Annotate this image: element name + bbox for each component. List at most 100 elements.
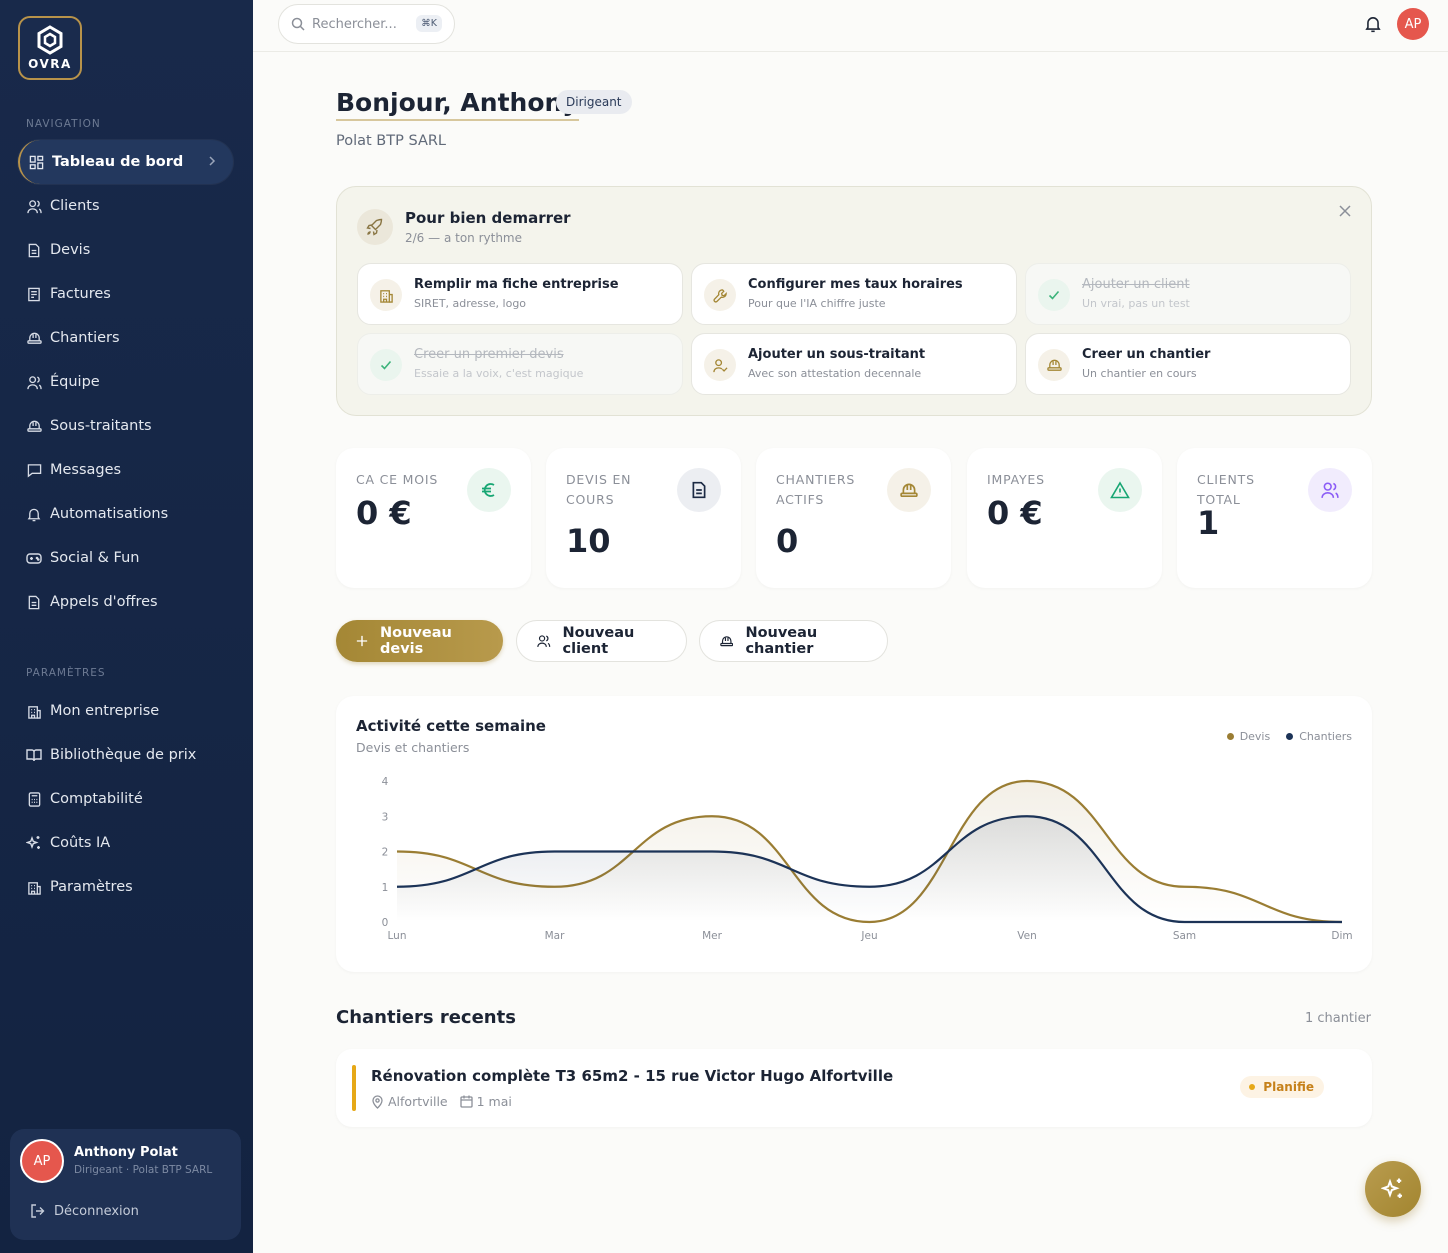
sidebar-item-social[interactable]: Social & Fun: [18, 536, 233, 580]
x-tick-label: Mer: [702, 930, 723, 942]
new-client-label: Nouveau client: [562, 625, 635, 657]
sidebar-item-messages[interactable]: Messages: [18, 448, 233, 492]
book-icon: [26, 747, 42, 763]
hardhat-icon: [26, 330, 42, 346]
sidebar-item-parametres[interactable]: Paramètres: [18, 865, 233, 909]
x-tick-label: Ven: [1017, 930, 1036, 942]
new-quote-label: Nouveau devis: [380, 625, 452, 657]
chat-icon: [26, 462, 42, 478]
new-quote-button[interactable]: Nouveau devis: [336, 620, 503, 662]
onboarding-task[interactable]: Ajouter un sous-traitant Avec son attest…: [691, 333, 1017, 395]
ovra-logo-icon: [37, 25, 63, 55]
onboarding-task[interactable]: Configurer mes taux horaires Pour que l'…: [691, 263, 1017, 325]
user-role: Dirigeant · Polat BTP SARL: [74, 1164, 213, 1176]
kpi-label: IMPAYES: [987, 472, 1045, 487]
kpi-value: 10: [566, 522, 611, 560]
task-title: Ajouter un client: [1082, 277, 1190, 292]
sidebar-item-equipe[interactable]: Équipe: [18, 360, 233, 404]
sidebar-item-label: Tableau de bord: [52, 154, 184, 170]
series-area-chantiers: [397, 816, 1342, 922]
chart-title: Activité cette semaine: [356, 717, 546, 735]
building-icon: [26, 703, 42, 719]
hardhat-icon: [720, 636, 734, 647]
y-tick-label: 1: [382, 882, 389, 894]
users-icon: [1308, 468, 1352, 512]
sidebar-item-label: Chantiers: [50, 330, 120, 346]
kpi-label: CA CE MOIS: [356, 472, 439, 487]
onboarding-task-done[interactable]: Ajouter un client Un vrai, pas un test: [1025, 263, 1351, 325]
search-placeholder: Rechercher...: [312, 16, 397, 32]
task-title: Creer un chantier: [1082, 347, 1211, 362]
building-icon: [26, 879, 42, 895]
task-title: Remplir ma fiche entreprise: [414, 277, 619, 292]
sidebar-item-label: Bibliothèque de prix: [50, 747, 197, 763]
recent-sites-count: 1 chantier: [1304, 1011, 1371, 1026]
kpi-label: CLIENTS TOTAL: [1197, 472, 1255, 507]
sidebar-item-comptabilite[interactable]: Comptabilité: [18, 777, 233, 821]
kpi-card-chantiers[interactable]: CHANTIERS ACTIFS 0: [756, 448, 951, 588]
sidebar-item-mon-entreprise[interactable]: Mon entreprise: [18, 689, 233, 733]
status-dot: [1249, 1084, 1256, 1090]
sidebar-item-label: Sous-traitants: [50, 418, 152, 434]
onboarding-task-done[interactable]: Creer un premier devis Essaie a la voix,…: [357, 333, 683, 395]
sidebar-item-label: Appels d'offres: [50, 594, 158, 610]
list-item[interactable]: Rénovation complète T3 65m2 - 15 rue Vic…: [336, 1049, 1372, 1127]
sidebar-item-label: Mon entreprise: [50, 703, 160, 719]
sidebar-item-label: Devis: [50, 242, 91, 258]
users-icon: [26, 198, 42, 214]
logout-button[interactable]: Déconnexion: [30, 1203, 139, 1219]
sidebar-item-label: Comptabilité: [50, 791, 143, 807]
notification-bell-icon[interactable]: [1365, 15, 1381, 33]
task-subtitle: Pour que l'IA chiffre juste: [748, 297, 886, 310]
kpi-card-clients[interactable]: CLIENTS TOTAL 1: [1177, 448, 1372, 588]
sidebar-item-clients[interactable]: Clients: [18, 184, 233, 228]
sidebar-item-devis[interactable]: Devis: [18, 228, 233, 272]
kpi-card-devis[interactable]: DEVIS EN COURS 10: [546, 448, 741, 588]
avatar[interactable]: AP: [1397, 8, 1429, 40]
status-bar: [352, 1065, 356, 1111]
task-subtitle: Un chantier en cours: [1082, 367, 1197, 380]
new-site-button[interactable]: Nouveau chantier: [699, 620, 888, 662]
sidebar-item-factures[interactable]: Factures: [18, 272, 233, 316]
sidebar-item-appels-offres[interactable]: Appels d'offres: [18, 580, 233, 624]
rocket-icon: [357, 209, 393, 245]
avatar[interactable]: AP: [20, 1139, 64, 1183]
series-line-chantiers: [396, 815, 1342, 924]
page-title: Bonjour, Anthony: [336, 88, 579, 121]
sidebar-item-dashboard[interactable]: Tableau de bord: [18, 140, 233, 184]
onboarding-task[interactable]: Remplir ma fiche entreprise SIRET, adres…: [357, 263, 683, 325]
task-subtitle: Essaie a la voix, c'est magique: [414, 367, 584, 380]
sidebar-item-label: Factures: [50, 286, 111, 302]
role-badge: Dirigeant: [556, 90, 632, 114]
map-pin-icon: [372, 1094, 383, 1109]
activity-chart: 0 1 2 3 4 Lun Mar Mer Jeu Ven Sam Dim: [382, 776, 1353, 942]
y-tick-label: 3: [382, 811, 389, 823]
sidebar-item-label: Coûts IA: [50, 835, 111, 851]
company-name: Polat BTP SARL: [336, 133, 447, 149]
sidebar-item-sous-traitants[interactable]: Sous-traitants: [18, 404, 233, 448]
sidebar-item-automatisations[interactable]: Automatisations: [18, 492, 233, 536]
ai-assistant-button[interactable]: [1365, 1161, 1421, 1217]
app-logo[interactable]: OVRA: [18, 16, 82, 80]
sidebar-item-chantiers[interactable]: Chantiers: [18, 316, 233, 360]
new-client-button[interactable]: Nouveau client: [516, 620, 687, 662]
user-name: Anthony Polat: [74, 1145, 178, 1160]
kpi-value: 0 €: [987, 494, 1043, 532]
sidebar-item-label: Social & Fun: [50, 550, 140, 566]
sidebar-item-bibliotheque[interactable]: Bibliothèque de prix: [18, 733, 233, 777]
sparkles-icon: [26, 835, 42, 851]
legend-dot-devis: [1226, 733, 1234, 740]
bell-icon: [26, 506, 42, 522]
status-badge: Planifie: [1240, 1076, 1324, 1098]
sidebar-item-label: Équipe: [50, 374, 100, 390]
kpi-card-ca[interactable]: CA CE MOIS 0 €: [336, 448, 531, 588]
users-icon: [537, 635, 551, 647]
close-icon[interactable]: [1339, 205, 1351, 217]
onboarding-task[interactable]: Creer un chantier Un chantier en cours: [1025, 333, 1351, 395]
search-input[interactable]: Rechercher... ⌘K: [278, 4, 455, 44]
sidebar-item-couts-ia[interactable]: Coûts IA: [18, 821, 233, 865]
hardhat-icon: [26, 418, 42, 434]
task-title: Configurer mes taux horaires: [748, 277, 963, 292]
kpi-label: DEVIS EN COURS: [566, 472, 632, 507]
kpi-card-impayes[interactable]: IMPAYES 0 €: [967, 448, 1162, 588]
